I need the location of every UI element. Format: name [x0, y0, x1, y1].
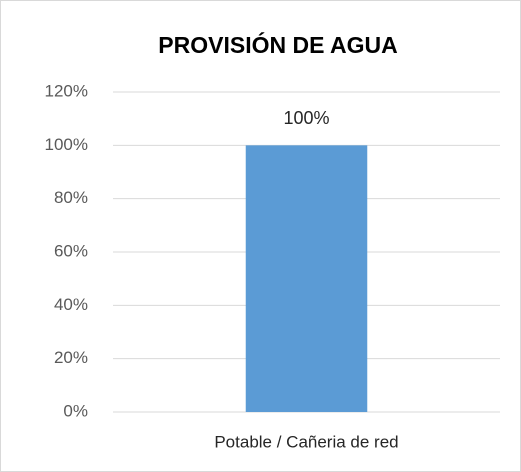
y-tick-label: 60% — [54, 241, 88, 260]
chart-title: PROVISIÓN DE AGUA — [158, 31, 397, 58]
bar — [245, 145, 368, 413]
x-tick-label: Potable / Cañeria de red — [214, 432, 398, 451]
y-tick-label: 0% — [63, 401, 88, 420]
y-tick-label: 40% — [54, 295, 88, 314]
y-tick-label: 20% — [54, 348, 88, 367]
y-tick-label: 120% — [45, 81, 88, 100]
y-tick-label: 100% — [45, 135, 88, 154]
y-tick-label: 80% — [54, 188, 88, 207]
data-label: 100% — [283, 108, 329, 128]
